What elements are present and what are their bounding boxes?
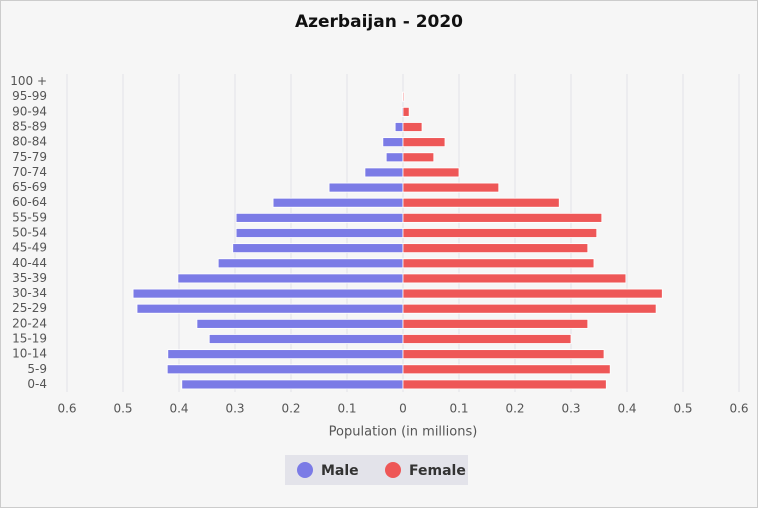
y-tick-label: 25-29 [12, 301, 47, 315]
y-tick-label: 15-19 [12, 332, 47, 346]
x-tick-label: 0.1 [337, 402, 356, 416]
y-tick-label: 45-49 [12, 241, 47, 255]
legend-marker [297, 462, 313, 478]
bar [402, 318, 589, 329]
y-tick-label: 55-59 [12, 210, 47, 224]
y-tick-label: 95-99 [12, 89, 47, 103]
bar [402, 137, 446, 148]
bar [402, 228, 598, 238]
y-tick-label: 90-94 [12, 104, 47, 118]
y-tick-label: 20-24 [12, 316, 47, 330]
bar [402, 258, 595, 269]
legend-marker [385, 462, 401, 478]
bar [402, 364, 611, 375]
y-tick-label: 80-84 [12, 135, 47, 149]
bar [272, 197, 404, 208]
bar [402, 243, 589, 254]
bar [402, 334, 572, 344]
bar [136, 303, 404, 314]
x-tick-label: 0.4 [169, 402, 188, 416]
legend-label: Male [321, 463, 359, 479]
bar [402, 167, 460, 178]
bar [217, 258, 404, 269]
bar [196, 318, 404, 329]
bar [402, 152, 435, 163]
bar [402, 106, 410, 117]
bar [394, 122, 404, 132]
x-tick-label: 0 [399, 402, 407, 416]
legend-label: Female [409, 463, 466, 479]
bar [402, 379, 607, 390]
bar [402, 273, 627, 284]
bar [382, 137, 404, 148]
bar [402, 197, 560, 208]
x-tick-label: 0.4 [617, 402, 636, 416]
legend [285, 455, 468, 485]
bar [402, 212, 603, 223]
bar [166, 364, 404, 375]
bar [385, 152, 404, 163]
bar [132, 288, 404, 299]
bar [402, 349, 605, 360]
y-tick-label: 35-39 [12, 271, 47, 285]
bar [402, 303, 657, 314]
x-tick-label: 0.6 [729, 402, 748, 416]
bar [364, 167, 404, 178]
bar [402, 122, 423, 132]
x-tick-label: 0.2 [281, 402, 300, 416]
x-tick-label: 0.5 [673, 402, 692, 416]
bar [402, 91, 405, 102]
bar [402, 288, 663, 299]
chart-title: Azerbaijan - 2020 [295, 12, 463, 32]
y-tick-label: 0-4 [27, 377, 47, 391]
bar [177, 273, 404, 284]
y-tick-label: 10-14 [12, 347, 47, 361]
bar [167, 349, 404, 360]
y-tick-label: 75-79 [12, 150, 47, 164]
x-tick-label: 0.5 [113, 402, 132, 416]
bar [235, 228, 404, 238]
y-tick-label: 60-64 [12, 195, 47, 209]
y-tick-label: 50-54 [12, 226, 47, 240]
x-tick-label: 0.3 [225, 402, 244, 416]
bar [208, 334, 404, 344]
y-tick-label: 65-69 [12, 180, 47, 194]
bar [235, 212, 404, 223]
y-tick-label: 70-74 [12, 165, 47, 179]
x-tick-label: 0.1 [449, 402, 468, 416]
x-tick-label: 0.2 [505, 402, 524, 416]
bar [402, 182, 500, 193]
bar [328, 182, 404, 193]
y-tick-label: 40-44 [12, 256, 47, 270]
x-tick-label: 0.3 [561, 402, 580, 416]
x-tick-label: 0.6 [57, 402, 76, 416]
bar [181, 379, 404, 390]
bar [232, 243, 404, 254]
y-tick-label: 30-34 [12, 286, 47, 300]
y-tick-label: 5-9 [27, 362, 47, 376]
y-tick-label: 100 + [10, 74, 47, 88]
y-tick-label: 85-89 [12, 120, 47, 134]
x-axis-label: Population (in millions) [329, 425, 478, 440]
